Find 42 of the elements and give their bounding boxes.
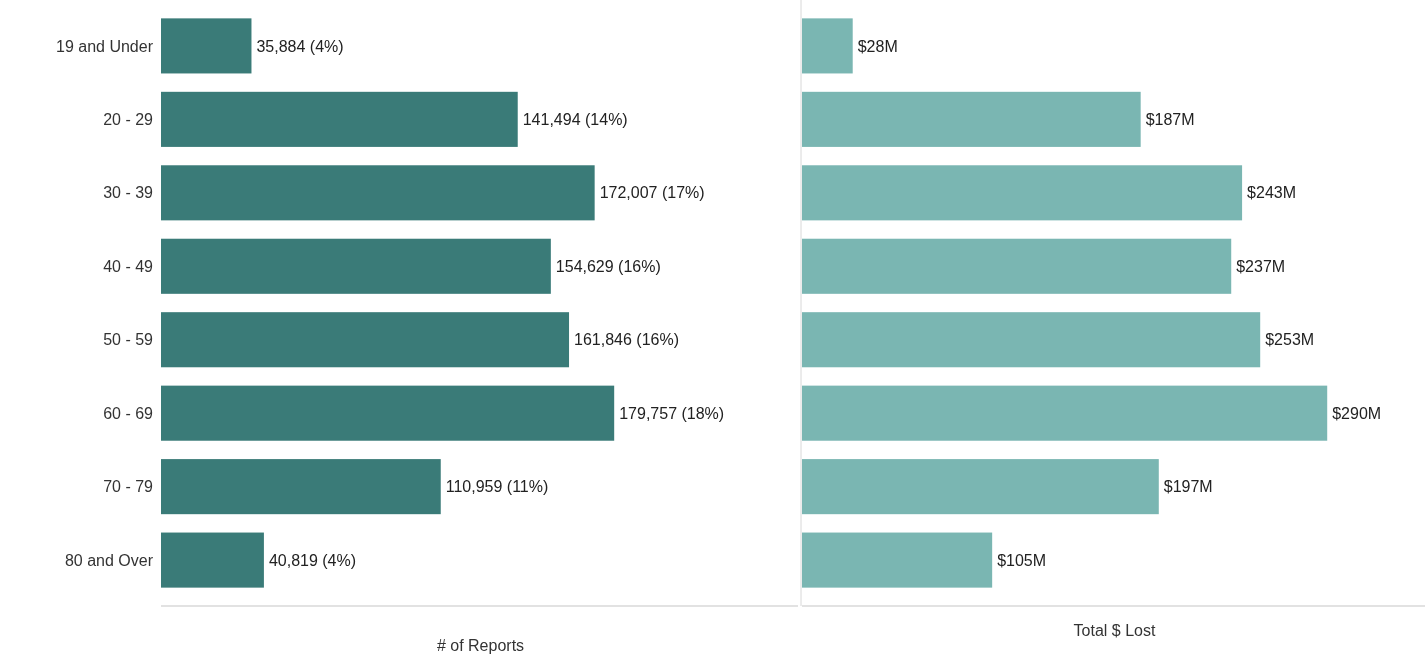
bar <box>802 385 1328 441</box>
data-label: $237M <box>1236 257 1286 275</box>
bar <box>802 165 1243 221</box>
data-label: $253M <box>1265 331 1315 349</box>
y-tick-label: 60 - 69 <box>103 404 154 422</box>
bar <box>161 385 615 441</box>
data-label: 179,757 (18%) <box>619 404 725 422</box>
bar <box>161 18 252 74</box>
data-label: $243M <box>1247 184 1297 202</box>
data-label: 141,494 (14%) <box>522 110 628 128</box>
data-label: $290M <box>1332 404 1382 422</box>
bar <box>161 165 595 221</box>
data-label: 154,629 (16%) <box>555 257 661 275</box>
data-label: 35,884 (4%) <box>256 37 344 55</box>
bar <box>802 459 1159 515</box>
data-label: $187M <box>1145 110 1195 128</box>
y-tick-label: 20 - 29 <box>103 110 154 128</box>
y-tick-label: 50 - 59 <box>103 331 154 349</box>
data-label: 161,846 (16%) <box>574 331 679 349</box>
bar <box>802 18 853 74</box>
bar <box>802 238 1232 294</box>
bar <box>161 91 518 147</box>
x-axis-title: Total $ Lost <box>1073 622 1156 639</box>
bar <box>802 91 1141 147</box>
y-tick-label: 70 - 79 <box>103 478 154 496</box>
bar <box>161 312 570 368</box>
y-tick-label: 80 and Over <box>64 551 154 569</box>
y-tick-label: 30 - 39 <box>103 184 154 202</box>
data-label: 172,007 (17%) <box>599 184 705 202</box>
data-label: 40,819 (4%) <box>268 551 357 569</box>
bar <box>802 532 993 588</box>
y-tick-label: 19 and Under <box>56 37 154 55</box>
data-label: 110,959 (11%) <box>445 478 549 496</box>
bar <box>802 312 1261 368</box>
data-label: $197M <box>1163 478 1213 496</box>
y-tick-label: 40 - 49 <box>103 257 154 275</box>
bar <box>161 459 441 515</box>
data-label: $105M <box>997 551 1047 569</box>
x-axis-title: # of Reports <box>436 637 525 654</box>
bar <box>161 532 264 588</box>
data-label: $28M <box>857 37 898 55</box>
bar <box>161 238 551 294</box>
